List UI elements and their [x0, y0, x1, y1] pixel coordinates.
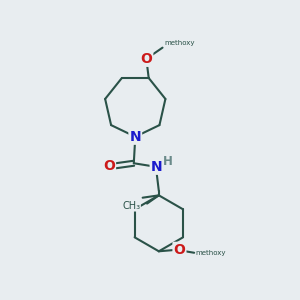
Text: methoxy: methoxy	[164, 40, 194, 46]
Text: O: O	[140, 52, 152, 66]
Text: methoxy: methoxy	[196, 250, 226, 256]
Text: O: O	[173, 243, 185, 257]
Text: CH₃: CH₃	[122, 201, 141, 211]
Text: H: H	[163, 155, 172, 168]
Text: N: N	[151, 160, 162, 174]
Text: N: N	[130, 130, 141, 144]
Text: O: O	[103, 159, 115, 173]
